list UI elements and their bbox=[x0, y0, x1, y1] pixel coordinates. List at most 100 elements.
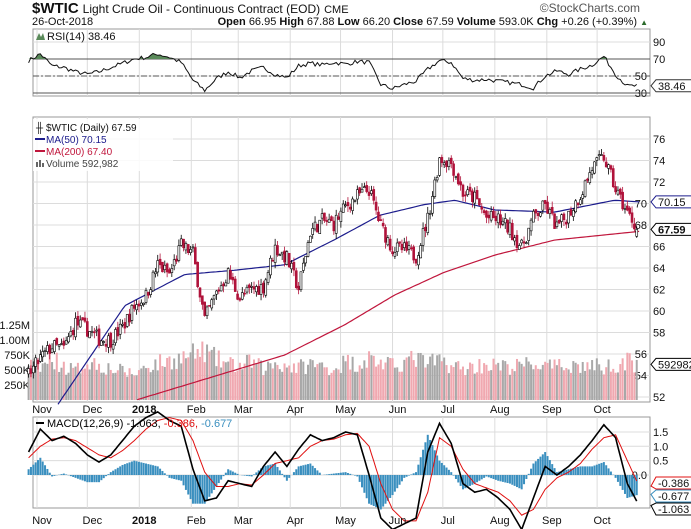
y-tick-label: 1.5 bbox=[653, 427, 668, 439]
macd-histogram-bar bbox=[175, 475, 178, 480]
candle-body bbox=[379, 219, 383, 221]
candle-body bbox=[196, 261, 199, 288]
volume-bar bbox=[534, 365, 537, 400]
candle-body bbox=[393, 252, 397, 257]
candle-body bbox=[170, 268, 174, 273]
volume-bar bbox=[307, 364, 310, 400]
volume-bar bbox=[133, 375, 136, 400]
y-tick-label: 72 bbox=[653, 177, 665, 189]
candle-body bbox=[419, 245, 423, 259]
volume-bar bbox=[365, 367, 368, 400]
macd-histogram-bar bbox=[314, 468, 317, 475]
volume-bar bbox=[119, 363, 122, 400]
volume-bar bbox=[459, 369, 462, 400]
candle-body bbox=[510, 222, 514, 241]
volume-bar bbox=[128, 368, 131, 400]
volume-bar bbox=[574, 362, 577, 400]
macd-histogram-bar bbox=[586, 466, 589, 475]
y-tick-label: 74 bbox=[653, 156, 665, 168]
volume-bar bbox=[27, 365, 30, 400]
volume-bar bbox=[494, 364, 497, 400]
volume-bar bbox=[445, 365, 448, 400]
candle-body bbox=[611, 168, 615, 188]
macd-histogram-bar bbox=[184, 475, 187, 490]
candle-body bbox=[46, 345, 49, 352]
candle-body bbox=[39, 354, 42, 362]
candle-body bbox=[278, 254, 282, 257]
volume-bar bbox=[591, 360, 594, 400]
candle-body bbox=[161, 261, 164, 273]
macd-histogram-bar bbox=[248, 475, 251, 477]
candle-body bbox=[623, 208, 627, 210]
macd-histogram-bar bbox=[116, 467, 119, 475]
candle-body bbox=[534, 209, 538, 214]
candle-body bbox=[31, 365, 35, 374]
macd-histogram-bar bbox=[440, 462, 443, 475]
macd-histogram-bar bbox=[100, 475, 103, 481]
macd-histogram-bar bbox=[476, 475, 479, 483]
candle-body bbox=[186, 244, 190, 253]
volume-bar bbox=[81, 369, 84, 400]
hist-last-label: -0.677 bbox=[658, 491, 689, 503]
candle-body bbox=[593, 161, 596, 174]
candle-body bbox=[294, 270, 298, 289]
volume-bar bbox=[245, 354, 248, 400]
macd-last-label: -1.063 bbox=[658, 504, 689, 516]
macd-histogram-bar bbox=[292, 472, 295, 475]
macd-histogram-bar bbox=[88, 475, 91, 483]
rsi-last-label-box bbox=[650, 79, 691, 93]
candle-body bbox=[248, 284, 251, 288]
volume-bar bbox=[323, 367, 326, 400]
volume-bar bbox=[206, 344, 209, 400]
candle-body bbox=[435, 177, 439, 181]
macd-histogram-bar bbox=[433, 450, 436, 475]
macd-histogram-bar bbox=[274, 463, 277, 475]
volume-bar bbox=[351, 356, 354, 400]
copyright: ©StockCharts.com bbox=[540, 1, 640, 15]
volume-bar bbox=[619, 364, 622, 400]
macd-histogram-bar bbox=[81, 475, 84, 481]
volume-bar bbox=[194, 358, 197, 400]
volume-bar bbox=[480, 373, 483, 400]
macd-histogram-bar bbox=[152, 465, 155, 475]
volume-bar bbox=[140, 368, 143, 400]
macd-histogram-bar bbox=[278, 470, 281, 475]
volume-bar bbox=[438, 354, 441, 400]
volume-bar bbox=[332, 370, 335, 400]
candle-body bbox=[297, 285, 300, 291]
y-tick-label: 54 bbox=[635, 371, 647, 383]
volume-bar bbox=[41, 363, 44, 400]
volume-bar bbox=[375, 366, 378, 400]
macd-histogram-bar bbox=[382, 475, 385, 507]
macd-histogram-bar bbox=[41, 461, 44, 475]
candle-body bbox=[257, 285, 261, 295]
candle-body bbox=[64, 340, 68, 345]
macd-histogram-bar bbox=[577, 466, 580, 475]
volume-bar bbox=[283, 363, 286, 400]
macd-histogram-bar bbox=[65, 474, 68, 475]
candle-body bbox=[226, 268, 230, 284]
candle-body bbox=[447, 160, 451, 167]
macd-histogram-bar bbox=[579, 466, 582, 475]
x-tick-label-may: May bbox=[335, 404, 356, 416]
macd-histogram-bar bbox=[208, 475, 211, 497]
candle-body bbox=[602, 155, 606, 161]
volume-bar bbox=[513, 371, 516, 400]
volume-bar bbox=[142, 365, 145, 400]
candle-body bbox=[576, 202, 580, 206]
candle-body bbox=[304, 256, 307, 264]
volume-bar bbox=[130, 374, 133, 400]
macd-histogram-bar bbox=[450, 472, 453, 475]
volume-bar bbox=[208, 351, 211, 400]
volume-bar bbox=[389, 358, 392, 400]
volume-bar bbox=[609, 371, 612, 400]
candle-body bbox=[518, 245, 521, 250]
macd-histogram-bar bbox=[504, 475, 507, 483]
volume-bar bbox=[602, 374, 605, 400]
chg-label: Chg bbox=[537, 16, 558, 28]
candle-body bbox=[555, 221, 559, 227]
candle-body bbox=[464, 194, 467, 197]
candle-body bbox=[88, 331, 91, 339]
volume-bar bbox=[166, 357, 169, 400]
volume-bar bbox=[168, 356, 171, 400]
